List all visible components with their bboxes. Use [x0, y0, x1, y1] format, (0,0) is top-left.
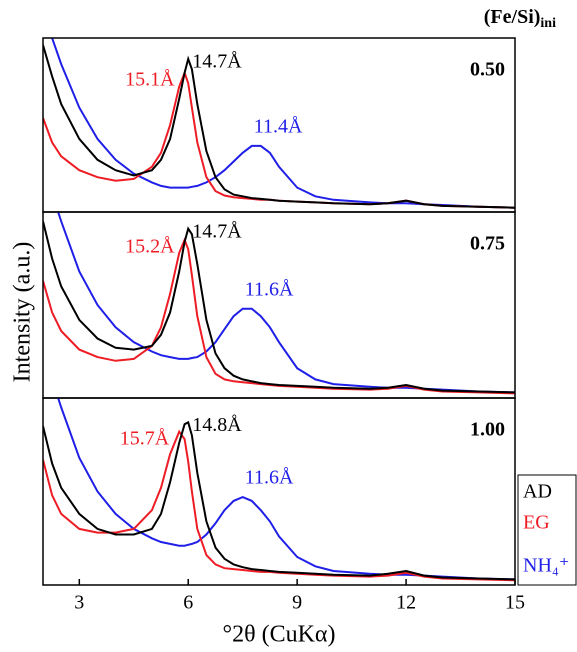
panel-label: 1.00	[470, 419, 505, 441]
series-line	[43, 221, 515, 394]
series-line	[57, 212, 515, 394]
panel	[43, 212, 515, 395]
x-tick-label: 6	[183, 592, 193, 614]
x-axis-label: °2θ (CuKα)	[223, 622, 336, 648]
series-line	[43, 429, 515, 582]
series-line	[51, 38, 515, 209]
peak-label: 11.6Å	[245, 467, 294, 489]
series-line	[43, 69, 515, 209]
panel	[43, 38, 515, 209]
peak-label: 15.2Å	[125, 235, 175, 257]
chart-title: (Fe/Si)ini	[484, 6, 556, 32]
series-line	[43, 237, 515, 395]
x-tick-label: 15	[505, 592, 525, 614]
title-main: (Fe/Si)	[484, 6, 541, 28]
panel-label: 0.50	[470, 59, 505, 81]
panel	[43, 398, 515, 582]
peak-label: 15.7Å	[120, 427, 170, 449]
x-tick-label: 3	[74, 592, 84, 614]
legend-entry: AD	[523, 481, 552, 503]
series-line	[43, 420, 515, 581]
peak-label: 11.4Å	[254, 115, 303, 137]
peak-label: 15.1Å	[125, 68, 175, 90]
series-line	[43, 44, 515, 209]
legend-frame	[517, 474, 577, 586]
panel-label: 0.75	[470, 233, 505, 255]
y-axis-label: Intensity (a.u.)	[10, 242, 36, 383]
series-line	[57, 398, 515, 581]
peak-label: 14.7Å	[192, 220, 242, 242]
x-tick-label: 9	[292, 592, 302, 614]
legend-entry: EG	[523, 512, 550, 534]
x-tick-label: 12	[396, 592, 416, 614]
peak-label: 14.8Å	[192, 414, 242, 436]
peak-label: 14.7Å	[192, 50, 242, 72]
legend-entry: NH₄⁺	[523, 555, 569, 577]
title-subscript: ini	[540, 16, 556, 31]
panel-frame	[42, 211, 516, 399]
panel-frame	[42, 397, 516, 586]
peak-label: 11.6Å	[245, 278, 294, 300]
